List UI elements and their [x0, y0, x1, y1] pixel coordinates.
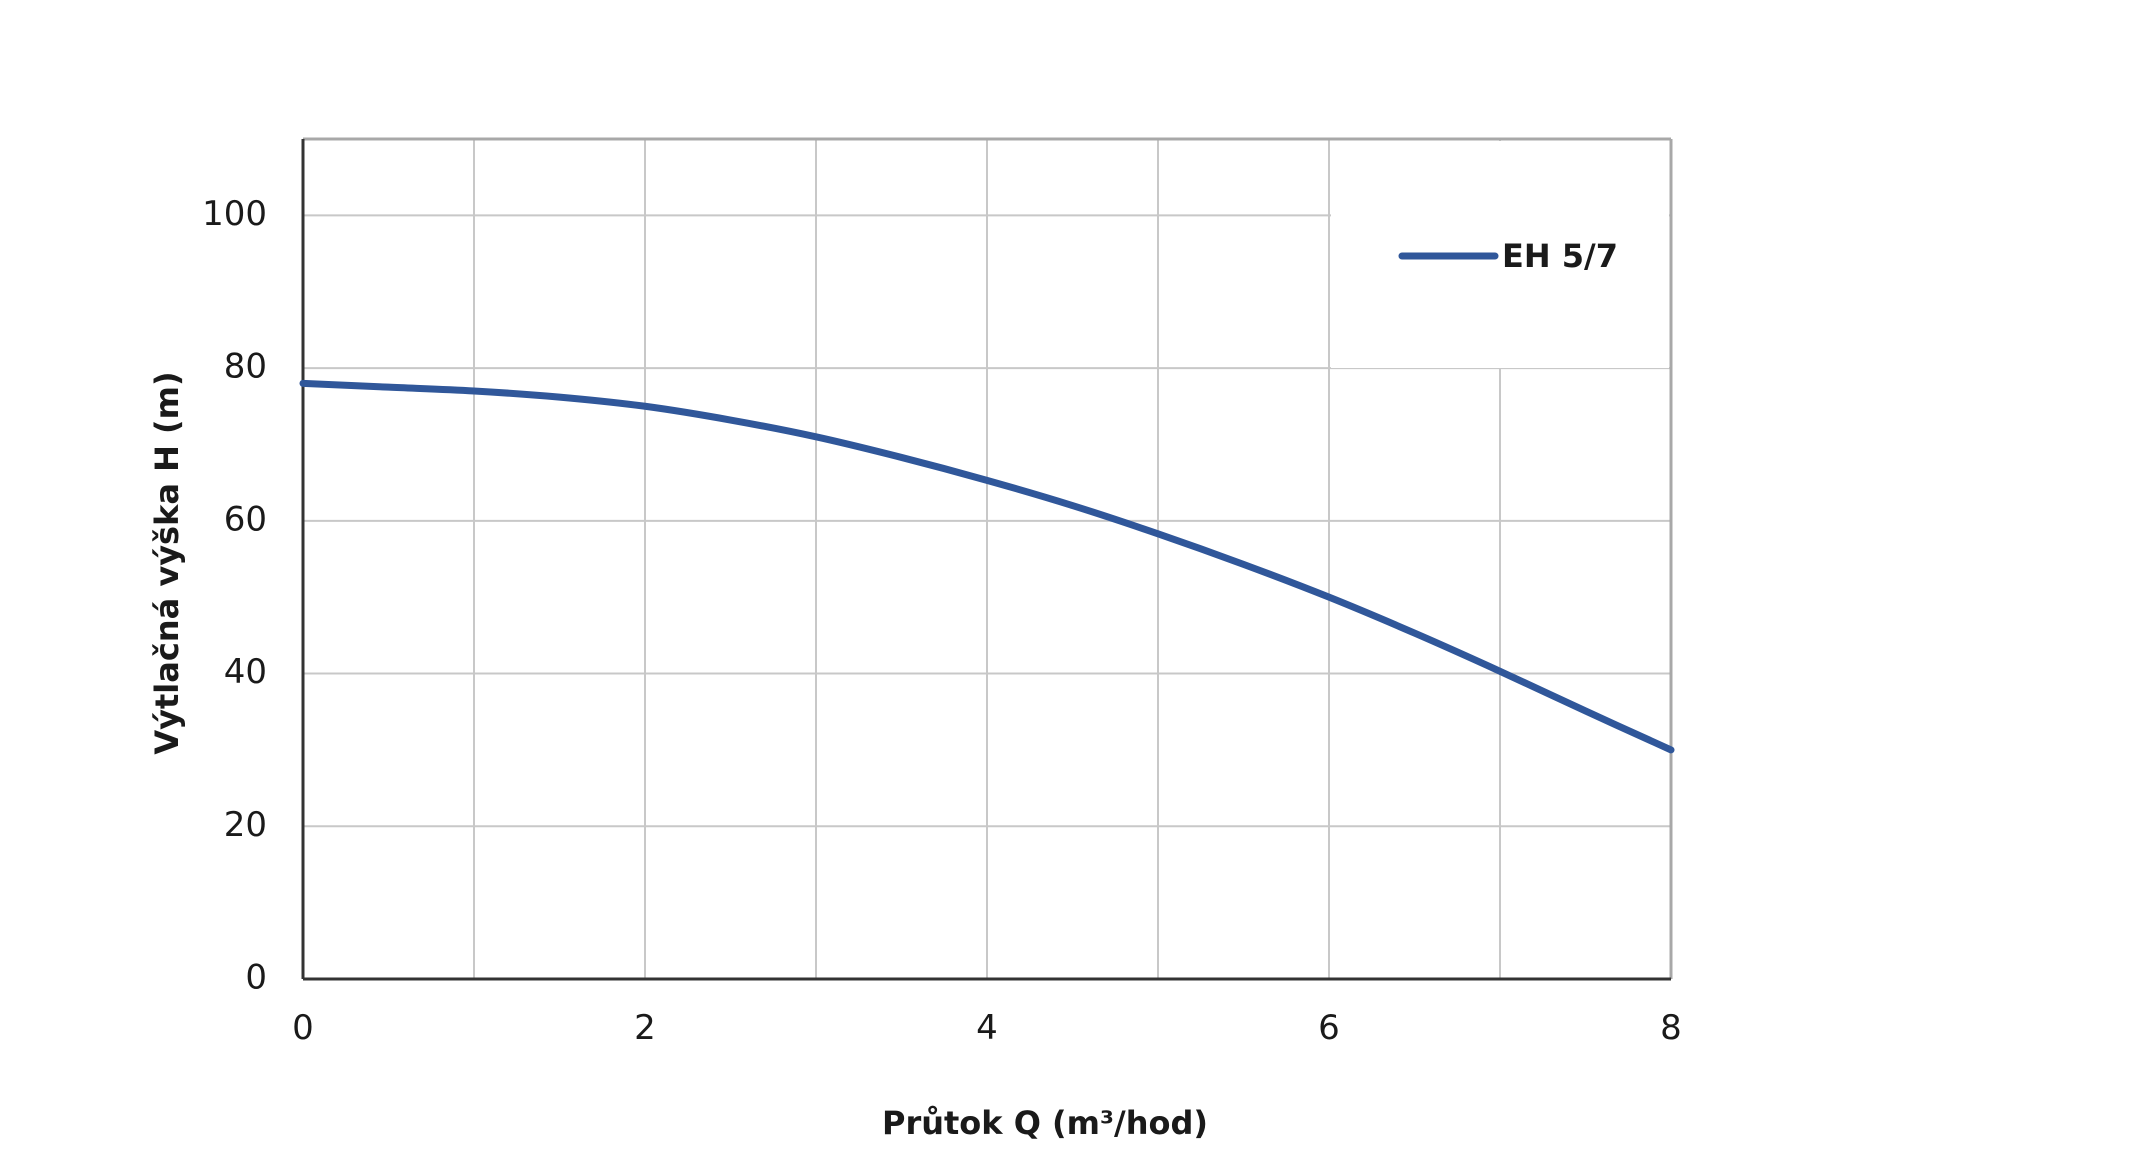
y-tick-label: 40: [224, 652, 267, 692]
grid: [303, 139, 1671, 979]
y-tick-label: 100: [202, 194, 267, 234]
legend-label-eh-5-7: EH 5/7: [1502, 237, 1618, 275]
x-tick-label: 0: [292, 1008, 314, 1048]
legend-box: [1331, 141, 1669, 368]
axes: [301, 137, 1673, 981]
series: [299, 379, 1675, 754]
x-axis-title: Průtok Q (m³/hod): [882, 1104, 1208, 1142]
y-axis-title: Výtlačná výška H (m): [148, 371, 186, 754]
x-tick-label: 8: [1660, 1008, 1682, 1048]
y-tick-label: 80: [224, 347, 267, 387]
y-tick-label: 20: [224, 805, 267, 845]
y-tick-label: 60: [224, 499, 267, 539]
y-tick-label: 0: [245, 958, 267, 998]
series-line-eh-5-7: [299, 379, 1675, 754]
x-tick-label: 2: [634, 1008, 656, 1048]
x-tick-label: 4: [976, 1008, 998, 1048]
x-tick-label: 6: [1318, 1008, 1340, 1048]
legend: EH 5/7: [1331, 141, 1669, 368]
